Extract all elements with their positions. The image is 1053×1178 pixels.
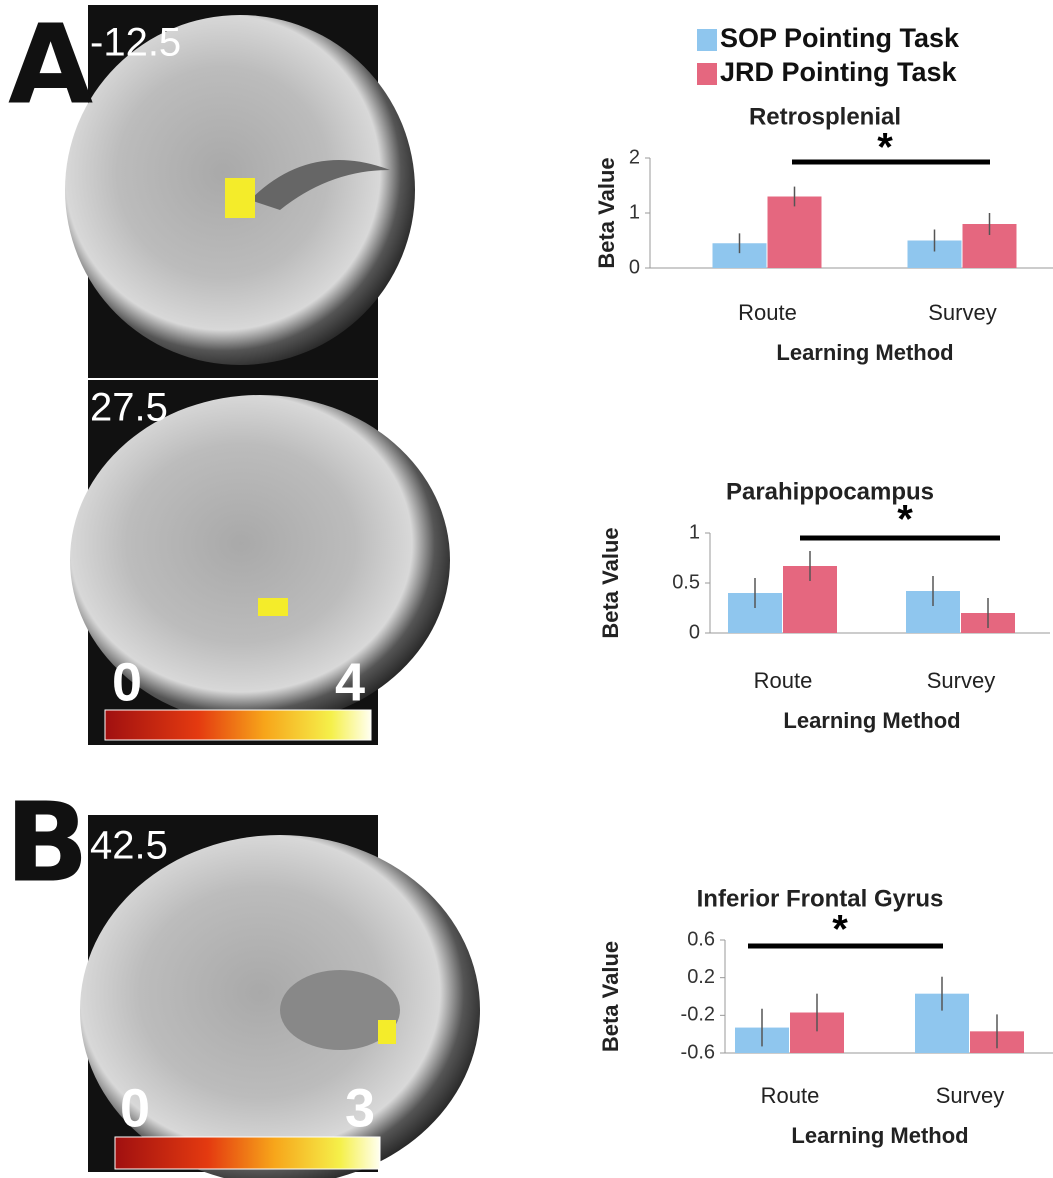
x-axis-label: Learning Method — [783, 708, 960, 733]
colorbar-label: 3 — [345, 1078, 375, 1138]
legend-swatch — [697, 29, 717, 51]
y-axis-label: Beta Value — [598, 527, 623, 638]
slice-coordinate: -12.5 — [90, 21, 181, 65]
panel-label: B — [5, 778, 89, 906]
legend-label: JRD Pointing Task — [720, 57, 958, 87]
y-axis-label: Beta Value — [594, 157, 619, 268]
y-tick-label: 0 — [689, 621, 700, 643]
chart-title: Retrosplenial — [749, 103, 901, 130]
panel-label: A — [8, 0, 93, 128]
legend-swatch — [697, 63, 717, 85]
y-tick-label: 0.5 — [672, 571, 700, 593]
x-axis-label: Learning Method — [776, 340, 953, 365]
y-tick-label: -0.2 — [681, 1004, 715, 1026]
chart-title: Parahippocampus — [726, 478, 934, 505]
x-axis-label: Learning Method — [791, 1123, 968, 1148]
x-tick-label: Route — [738, 300, 797, 325]
significance-star: * — [877, 126, 893, 170]
y-tick-label: 0 — [629, 256, 640, 278]
x-tick-label: Survey — [928, 300, 996, 325]
y-axis-label: Beta Value — [598, 941, 623, 1052]
colorbar-label: 4 — [335, 652, 365, 712]
x-tick-label: Survey — [927, 668, 995, 693]
legend-label: SOP Pointing Task — [720, 23, 960, 53]
y-tick-label: 0.6 — [687, 928, 715, 950]
brain-slice — [80, 815, 480, 1178]
significance-star: * — [897, 498, 913, 542]
x-tick-label: Survey — [936, 1083, 1004, 1108]
x-tick-label: Route — [754, 668, 813, 693]
y-tick-label: 1 — [689, 521, 700, 543]
y-tick-label: 2 — [629, 146, 640, 168]
slice-coordinate: 42.5 — [90, 824, 168, 868]
slice-coordinate: 27.5 — [90, 386, 168, 430]
bar — [767, 196, 822, 268]
y-tick-label: -0.6 — [681, 1041, 715, 1063]
colorbar-label: 0 — [112, 652, 142, 712]
y-tick-label: 1 — [629, 201, 640, 223]
y-tick-label: 0.2 — [687, 966, 715, 988]
significance-star: * — [832, 908, 848, 952]
colorbar-label: 0 — [120, 1078, 150, 1138]
brain-slice — [65, 5, 415, 378]
chart-title: Inferior Frontal Gyrus — [697, 885, 944, 912]
brain-slice — [70, 380, 450, 745]
x-tick-label: Route — [761, 1083, 820, 1108]
